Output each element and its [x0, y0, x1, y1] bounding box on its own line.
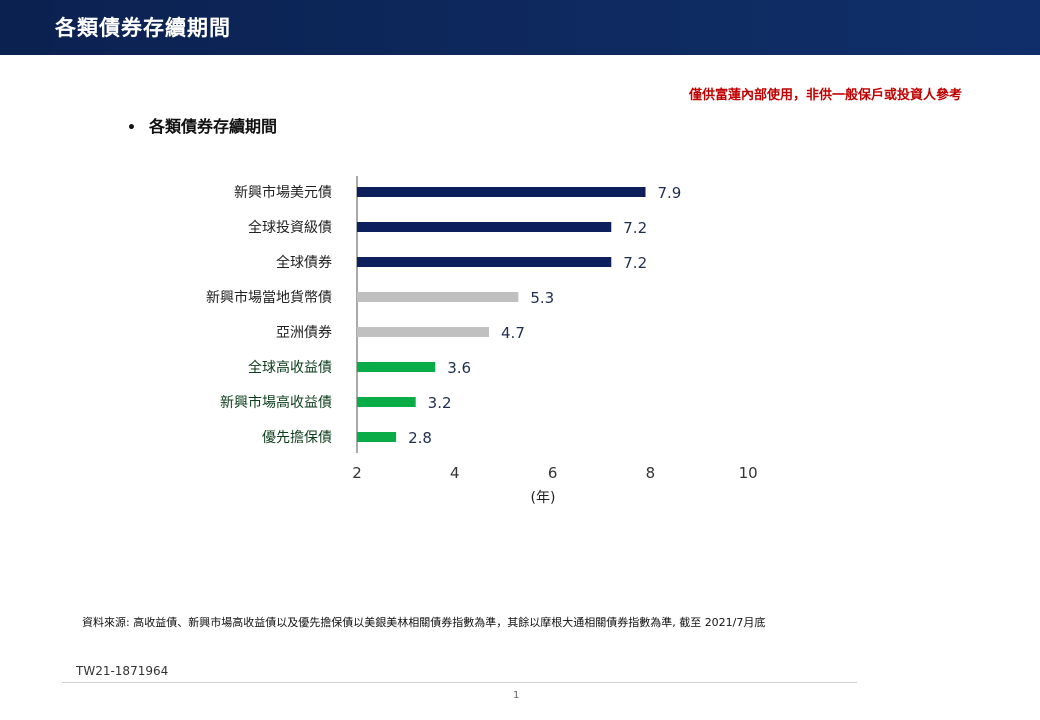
- value-label: 7.9: [658, 184, 682, 202]
- internal-use-notice: 僅供富蓮內部使用，非供一般保戶或投資人參考: [688, 88, 962, 103]
- category-label: 全球高收益債: [248, 359, 332, 376]
- category-label: 亞洲債券: [276, 325, 332, 341]
- value-label: 7.2: [623, 219, 647, 237]
- value-label: 5.3: [530, 289, 554, 307]
- category-label: 全球投資級債: [248, 219, 332, 236]
- section-bullet: • 各類債券存續期間: [127, 113, 277, 137]
- document-id: TW21-1871964: [76, 664, 169, 678]
- bar: [357, 222, 612, 232]
- x-tick-label: 6: [548, 464, 558, 482]
- x-tick-label: 10: [739, 464, 758, 482]
- page-title: 各類債券存續期間: [55, 16, 231, 40]
- footer-divider: [62, 682, 857, 683]
- value-label: 3.6: [447, 359, 471, 377]
- source-note: 資料來源: 高收益債、新興市場高收益債以及優先擔保債以美銀美林相關債券指數為準，…: [82, 616, 766, 629]
- section-heading: 各類債券存續期間: [149, 117, 278, 136]
- category-label: 新興市場美元債: [234, 184, 332, 201]
- category-label: 新興市場高收益債: [220, 394, 332, 411]
- bar: [357, 397, 416, 407]
- value-label: 3.2: [428, 394, 452, 412]
- bullet-icon: •: [127, 120, 136, 136]
- value-label: 7.2: [623, 254, 647, 272]
- bar: [357, 327, 490, 337]
- duration-bar-chart: 新興市場美元債 7.9 全球投資級債 7.2 全球債券 7.2 新興市場當地貨幣債 5.3 亞洲…: [206, 176, 758, 506]
- x-tick-label: 8: [646, 464, 656, 482]
- category-label: 全球債券: [276, 254, 332, 271]
- value-label: 4.7: [501, 324, 525, 342]
- header-bar: 各類債券存續期間: [0, 0, 1040, 55]
- bar: [357, 187, 646, 197]
- page-number: 1: [513, 690, 520, 701]
- x-tick-label: 2: [352, 464, 362, 482]
- x-tick-label: 4: [450, 464, 460, 482]
- bar: [357, 292, 519, 302]
- category-label: 優先擔保債: [262, 430, 332, 446]
- value-label: 2.8: [408, 429, 432, 447]
- category-label: 新興市場當地貨幣債: [206, 289, 332, 306]
- bar: [357, 362, 436, 372]
- bar: [357, 432, 397, 442]
- bar: [357, 257, 612, 267]
- x-axis-label: (年): [531, 490, 556, 506]
